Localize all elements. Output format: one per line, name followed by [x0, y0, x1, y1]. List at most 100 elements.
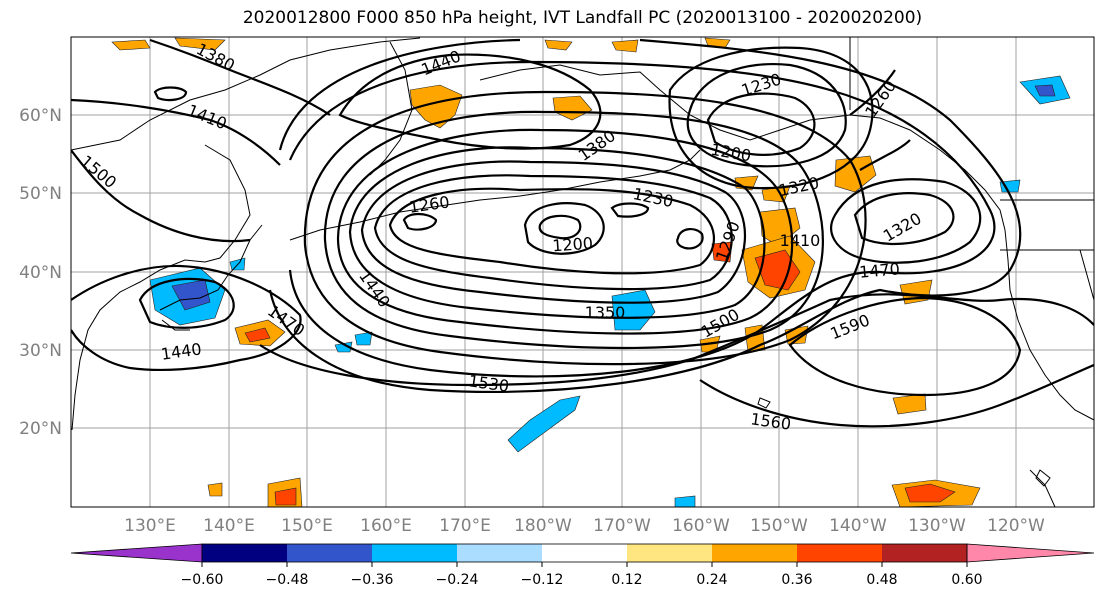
lon-label: 150°E [281, 516, 333, 536]
contour-1410-nw [71, 98, 281, 166]
alaska-coastline [479, 64, 1006, 231]
colorbar-tick-label: 0.60 [951, 572, 982, 588]
colorbar-tick-label: −0.48 [266, 572, 309, 588]
canada-border [849, 37, 1094, 301]
ivt-patch [174, 37, 226, 51]
contour-1200-small-b [676, 228, 704, 250]
ivt-patch [507, 395, 581, 453]
contour-1200-small-d [402, 212, 438, 231]
contour-label: 1470 [858, 259, 900, 281]
contour-1590 [788, 296, 1022, 397]
ivt-patch [544, 39, 573, 51]
colorbar-tick-label: 0.12 [611, 572, 642, 588]
ivt-patch [244, 327, 271, 343]
ivt-patch [274, 487, 297, 506]
ivt-patch [999, 179, 1021, 193]
contour-1470-central [288, 60, 996, 378]
longitude-labels: 130°E 140°E 150°E 160°E 170°E 180°W 170°… [124, 516, 1045, 536]
colorbar-segment [882, 544, 967, 562]
ivt-patch [111, 39, 151, 51]
ivt-patch [611, 39, 639, 53]
island-outline [1035, 469, 1051, 487]
lon-label: 160°W [672, 516, 730, 536]
contour-1200-central [523, 202, 605, 255]
contour-1260-central [373, 174, 733, 291]
contour-1500-central [268, 38, 1022, 393]
colorbar-tick-label: −0.12 [521, 572, 564, 588]
contour-1320-east [853, 192, 955, 246]
ivt-patch [207, 482, 223, 497]
contour-1380-central [323, 110, 824, 350]
colorbar-segment [797, 544, 882, 562]
colorbar-segment [287, 544, 372, 562]
map-title: 2020012800 F000 850 hPa height, IVT Land… [242, 8, 923, 28]
colorbar-tick-label: −0.36 [351, 572, 394, 588]
contour-1230-central [388, 187, 715, 275]
aleutian-chain [289, 149, 701, 241]
lat-label: 20°N [19, 419, 62, 439]
colorbar-segment [372, 544, 457, 562]
ivt-patch [354, 331, 373, 346]
contour-1440-north [338, 53, 602, 150]
colorbar-tick-label: 0.36 [781, 572, 812, 588]
colorbar-tick-label: −0.24 [436, 572, 479, 588]
contour-1200-north [706, 92, 816, 156]
lon-label: 170°W [593, 516, 651, 536]
contour-1320-central [348, 146, 766, 319]
colorbar-tick-label: 0.48 [866, 572, 897, 588]
lon-label: 150°W [750, 516, 808, 536]
island-outline [757, 397, 771, 409]
lon-label: 130°E [124, 516, 176, 536]
ivt-patch [711, 241, 733, 263]
ivt-patch [904, 483, 956, 503]
ivt-patch [171, 279, 211, 311]
contour-label: 1200 [552, 234, 594, 256]
lon-label: 120°W [987, 516, 1045, 536]
colorbar-tick-labels: −0.60 −0.48 −0.36 −0.24 −0.12 0.12 0.24 … [181, 572, 983, 588]
colorbar-extend-high [966, 543, 1095, 563]
lat-label: 60°N [19, 106, 62, 126]
contour-label: 1410 [780, 231, 821, 250]
contour-1350-central [336, 128, 794, 335]
colorbar-tick-label: −0.60 [181, 572, 224, 588]
colorbar-segment [457, 544, 542, 562]
ivt-patch [674, 495, 696, 507]
colorbar-segment [627, 544, 712, 562]
contour-1500-west [71, 149, 251, 243]
lat-label: 50°N [19, 184, 62, 204]
japan-coastline [159, 224, 263, 331]
height-contours [71, 38, 1094, 428]
contour-1380-nw [149, 38, 331, 116]
map-frame [70, 36, 1095, 508]
colorbar-segment [202, 544, 287, 562]
contour-label: 1350 [585, 303, 626, 322]
contour-1410-central [303, 90, 867, 366]
contour-1230-north [686, 63, 847, 168]
lon-label: 140°W [829, 516, 887, 536]
colorbar [70, 543, 1095, 563]
contour-1530 [259, 293, 1094, 387]
contour-1350-east [830, 178, 982, 264]
lon-label: 180°W [514, 516, 572, 536]
ivt-patch [754, 249, 801, 291]
colorbar-segment [712, 544, 797, 562]
colorbar-ticks [201, 562, 968, 567]
ivt-patch [552, 95, 593, 121]
lon-label: 170°E [439, 516, 491, 536]
colorbar-segment [542, 544, 627, 562]
lon-label: 140°E [203, 516, 255, 536]
contour-1560 [699, 363, 1094, 428]
contour-1290-central [360, 160, 746, 304]
lon-label: 130°W [908, 516, 966, 536]
ivt-patch [334, 341, 353, 353]
contour-1200-small-a [538, 214, 582, 240]
ivt-patch [1034, 84, 1056, 97]
lat-label: 40°N [19, 263, 62, 283]
contour-1260-ne [849, 69, 911, 171]
colorbar-outline [201, 543, 968, 563]
contour-1200-small-c [610, 202, 650, 218]
colorbar-tick-label: 0.24 [696, 572, 727, 588]
latitude-labels: 60°N 50°N 40°N 30°N 20°N [19, 106, 62, 439]
contour-small-ring [153, 86, 188, 102]
